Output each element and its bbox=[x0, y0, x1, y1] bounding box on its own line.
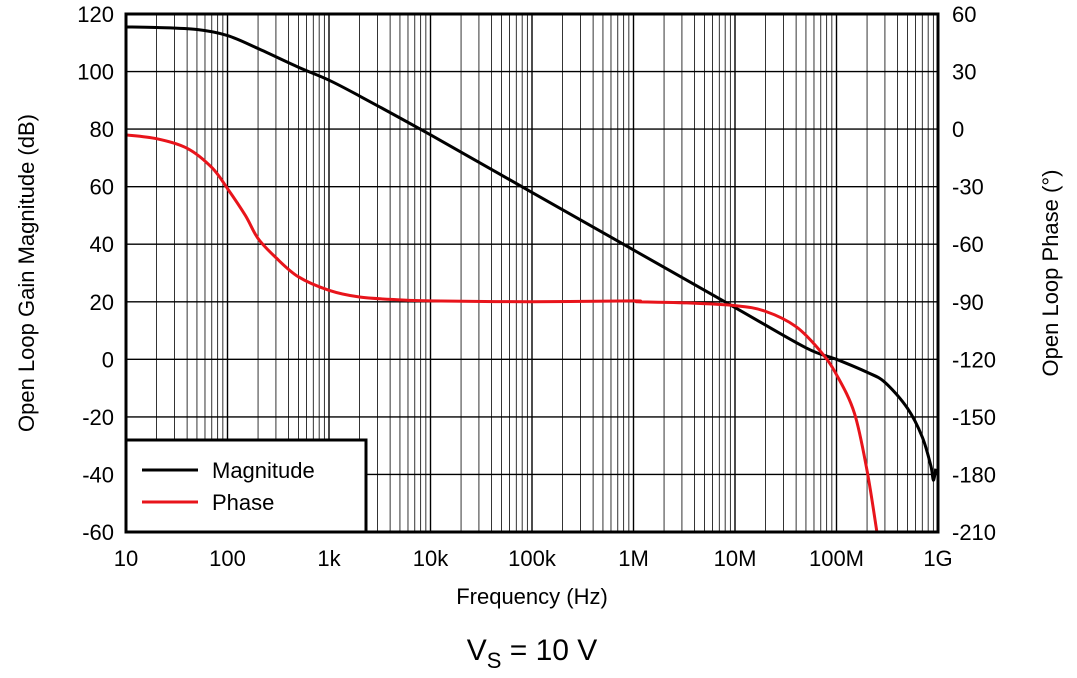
left-y-tick-label: 80 bbox=[90, 117, 114, 142]
right-y-tick-label: -30 bbox=[952, 175, 984, 200]
right-y-tick-labels: -210 -180 -150 -120 -90 -60 -30 0 30 60 bbox=[952, 2, 996, 545]
right-y-tick-label: 0 bbox=[952, 117, 964, 142]
series-line-phase bbox=[125, 133, 879, 533]
x-tick-label: 1M bbox=[618, 546, 649, 571]
x-tick-label: 10M bbox=[714, 546, 757, 571]
caption-main: V bbox=[467, 634, 487, 667]
left-y-tick-label: 40 bbox=[90, 232, 114, 257]
right-y-tick-label: -90 bbox=[952, 290, 984, 315]
x-tick-label: 1G bbox=[923, 546, 952, 571]
legend-label-phase: Phase bbox=[212, 490, 274, 515]
x-axis-title: Frequency (Hz) bbox=[456, 584, 608, 609]
right-y-tick-label: -150 bbox=[952, 405, 996, 430]
plot-frame bbox=[124, 12, 940, 534]
supply-voltage-caption: VS = 10 V bbox=[467, 634, 598, 673]
x-tick-label: 100 bbox=[209, 546, 246, 571]
left-y-axis-title: Open Loop Gain Magnitude (dB) bbox=[14, 114, 39, 432]
left-y-tick-label: 100 bbox=[77, 60, 114, 85]
left-y-tick-label: 120 bbox=[77, 2, 114, 27]
right-y-tick-label: 30 bbox=[952, 60, 976, 85]
legend-box bbox=[124, 438, 368, 534]
series-layer bbox=[125, 25, 938, 533]
right-y-axis-title: Open Loop Phase (°) bbox=[1038, 170, 1063, 377]
caption-subscript: S bbox=[487, 648, 502, 673]
x-tick-labels: 10 100 1k 10k 100k 1M 10M 100M 1G bbox=[114, 546, 953, 571]
left-y-tick-label: -20 bbox=[82, 405, 114, 430]
left-y-tick-labels: -60 -40 -20 0 20 40 60 80 100 120 bbox=[77, 2, 114, 545]
right-y-tick-label: -60 bbox=[952, 232, 984, 257]
x-tick-label: 10 bbox=[114, 546, 138, 571]
right-y-tick-label: -180 bbox=[952, 462, 996, 487]
left-y-tick-label: -40 bbox=[82, 462, 114, 487]
caption-rest: = 10 V bbox=[501, 634, 597, 667]
left-y-tick-label: 0 bbox=[102, 347, 114, 372]
right-y-tick-label: -210 bbox=[952, 520, 996, 545]
x-tick-label: 100k bbox=[508, 546, 557, 571]
legend-label-magnitude: Magnitude bbox=[212, 458, 315, 483]
series-line-magnitude bbox=[125, 25, 938, 482]
left-y-tick-label: 20 bbox=[90, 290, 114, 315]
left-y-tick-label: -60 bbox=[82, 520, 114, 545]
x-tick-label: 10k bbox=[413, 546, 449, 571]
right-y-tick-label: 60 bbox=[952, 2, 976, 27]
left-y-tick-label: 60 bbox=[90, 175, 114, 200]
x-tick-label: 1k bbox=[317, 546, 341, 571]
right-y-tick-label: -120 bbox=[952, 347, 996, 372]
legend: Magnitude Phase bbox=[124, 438, 368, 534]
x-tick-label: 100M bbox=[809, 546, 864, 571]
